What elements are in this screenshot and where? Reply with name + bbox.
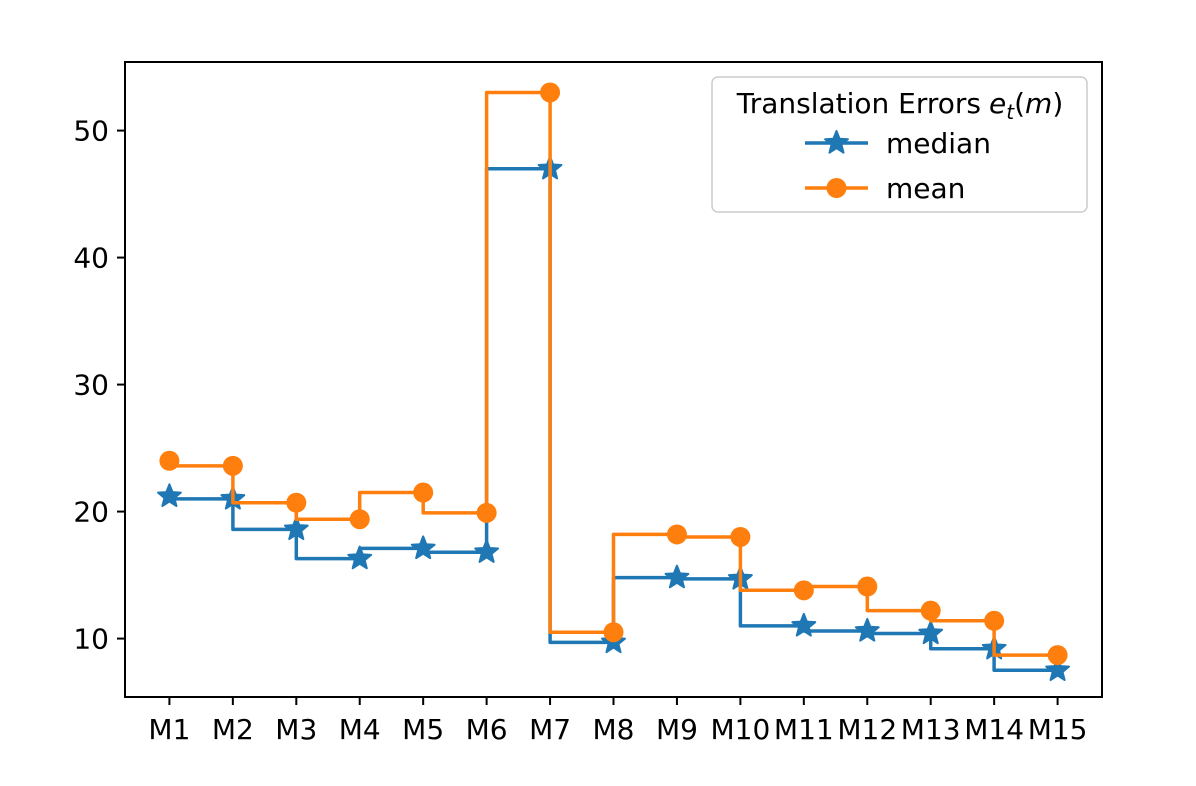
median-point-M4: [347, 545, 373, 570]
mean-point-M8: [603, 622, 624, 643]
x-tick-label: M9: [656, 713, 698, 746]
legend-title: Translation Errors et(m): [736, 87, 1064, 124]
x-tick-label: M6: [466, 713, 508, 746]
mean-point-M12: [857, 576, 878, 597]
median-point-M11: [791, 612, 817, 637]
x-tick-label: M1: [148, 713, 190, 746]
median-point-M1: [157, 483, 182, 508]
x-tick-label: M7: [529, 713, 571, 746]
y-tick-label: 40: [73, 242, 109, 275]
y-tick-label: 30: [73, 369, 109, 402]
x-tick-label: M12: [837, 713, 897, 746]
mean-point-M5: [413, 482, 434, 503]
x-tick-label: M4: [339, 713, 381, 746]
mean-point-M13: [920, 600, 941, 621]
mean-point-M10: [730, 526, 751, 547]
median-point-M12: [854, 617, 880, 642]
legend-star-marker: [824, 130, 849, 154]
mean-point-M3: [286, 492, 307, 513]
mean-point-M7: [540, 82, 561, 103]
y-axis: 10 20 30 40 50: [73, 115, 125, 656]
x-tick-label: M5: [402, 713, 444, 746]
y-tick-label: 50: [73, 115, 109, 148]
x-tick-label: M2: [212, 713, 254, 746]
legend-title-text: Translation Errors: [736, 87, 981, 120]
x-axis: M1 M2 M3 M4 M5 M6 M7 M8 M9 M10 M11 M12 M13 M14 M15: [148, 697, 1087, 746]
x-tick-label: M15: [1028, 713, 1088, 746]
legend-frame: [711, 76, 1088, 213]
y-tick-label: 10: [73, 623, 109, 656]
y-tick-label: 20: [73, 496, 109, 529]
median-point-M6: [474, 539, 500, 563]
mean-series: [159, 82, 1068, 666]
legend-title-subscript: t: [1006, 100, 1015, 124]
x-tick-label: M3: [275, 713, 317, 746]
legend-item-median: median: [805, 127, 991, 160]
legend-title-paren-close: ): [1052, 87, 1063, 120]
legend-title-arg: m: [1025, 87, 1052, 120]
mean-point-M9: [666, 524, 687, 545]
x-tick-label: M10: [710, 713, 770, 746]
legend-title-var: e: [989, 87, 1006, 120]
median-point-M3: [283, 516, 309, 541]
mean-point-M14: [984, 610, 1005, 631]
legend-title-paren-open: (: [1014, 87, 1025, 120]
mean-point-M11: [793, 580, 814, 601]
legend-label-median: median: [886, 127, 991, 160]
median-point-M5: [410, 535, 436, 560]
mean-point-M2: [222, 455, 243, 476]
mean-point-M6: [476, 502, 497, 523]
x-tick-label: M8: [593, 713, 635, 746]
mean-point-M1: [159, 450, 180, 471]
legend-item-mean: mean: [805, 172, 965, 205]
median-point-M15: [1045, 657, 1070, 682]
x-tick-label: M14: [964, 713, 1024, 746]
legend-label-mean: mean: [886, 172, 965, 205]
x-tick-label: M11: [774, 713, 834, 746]
x-tick-label: M13: [901, 713, 961, 746]
mean-point-M15: [1047, 645, 1068, 666]
median-point-M13: [918, 620, 944, 645]
mean-point-M4: [349, 509, 370, 530]
legend-circle-marker: [826, 178, 847, 198]
median-point-M9: [664, 564, 690, 589]
